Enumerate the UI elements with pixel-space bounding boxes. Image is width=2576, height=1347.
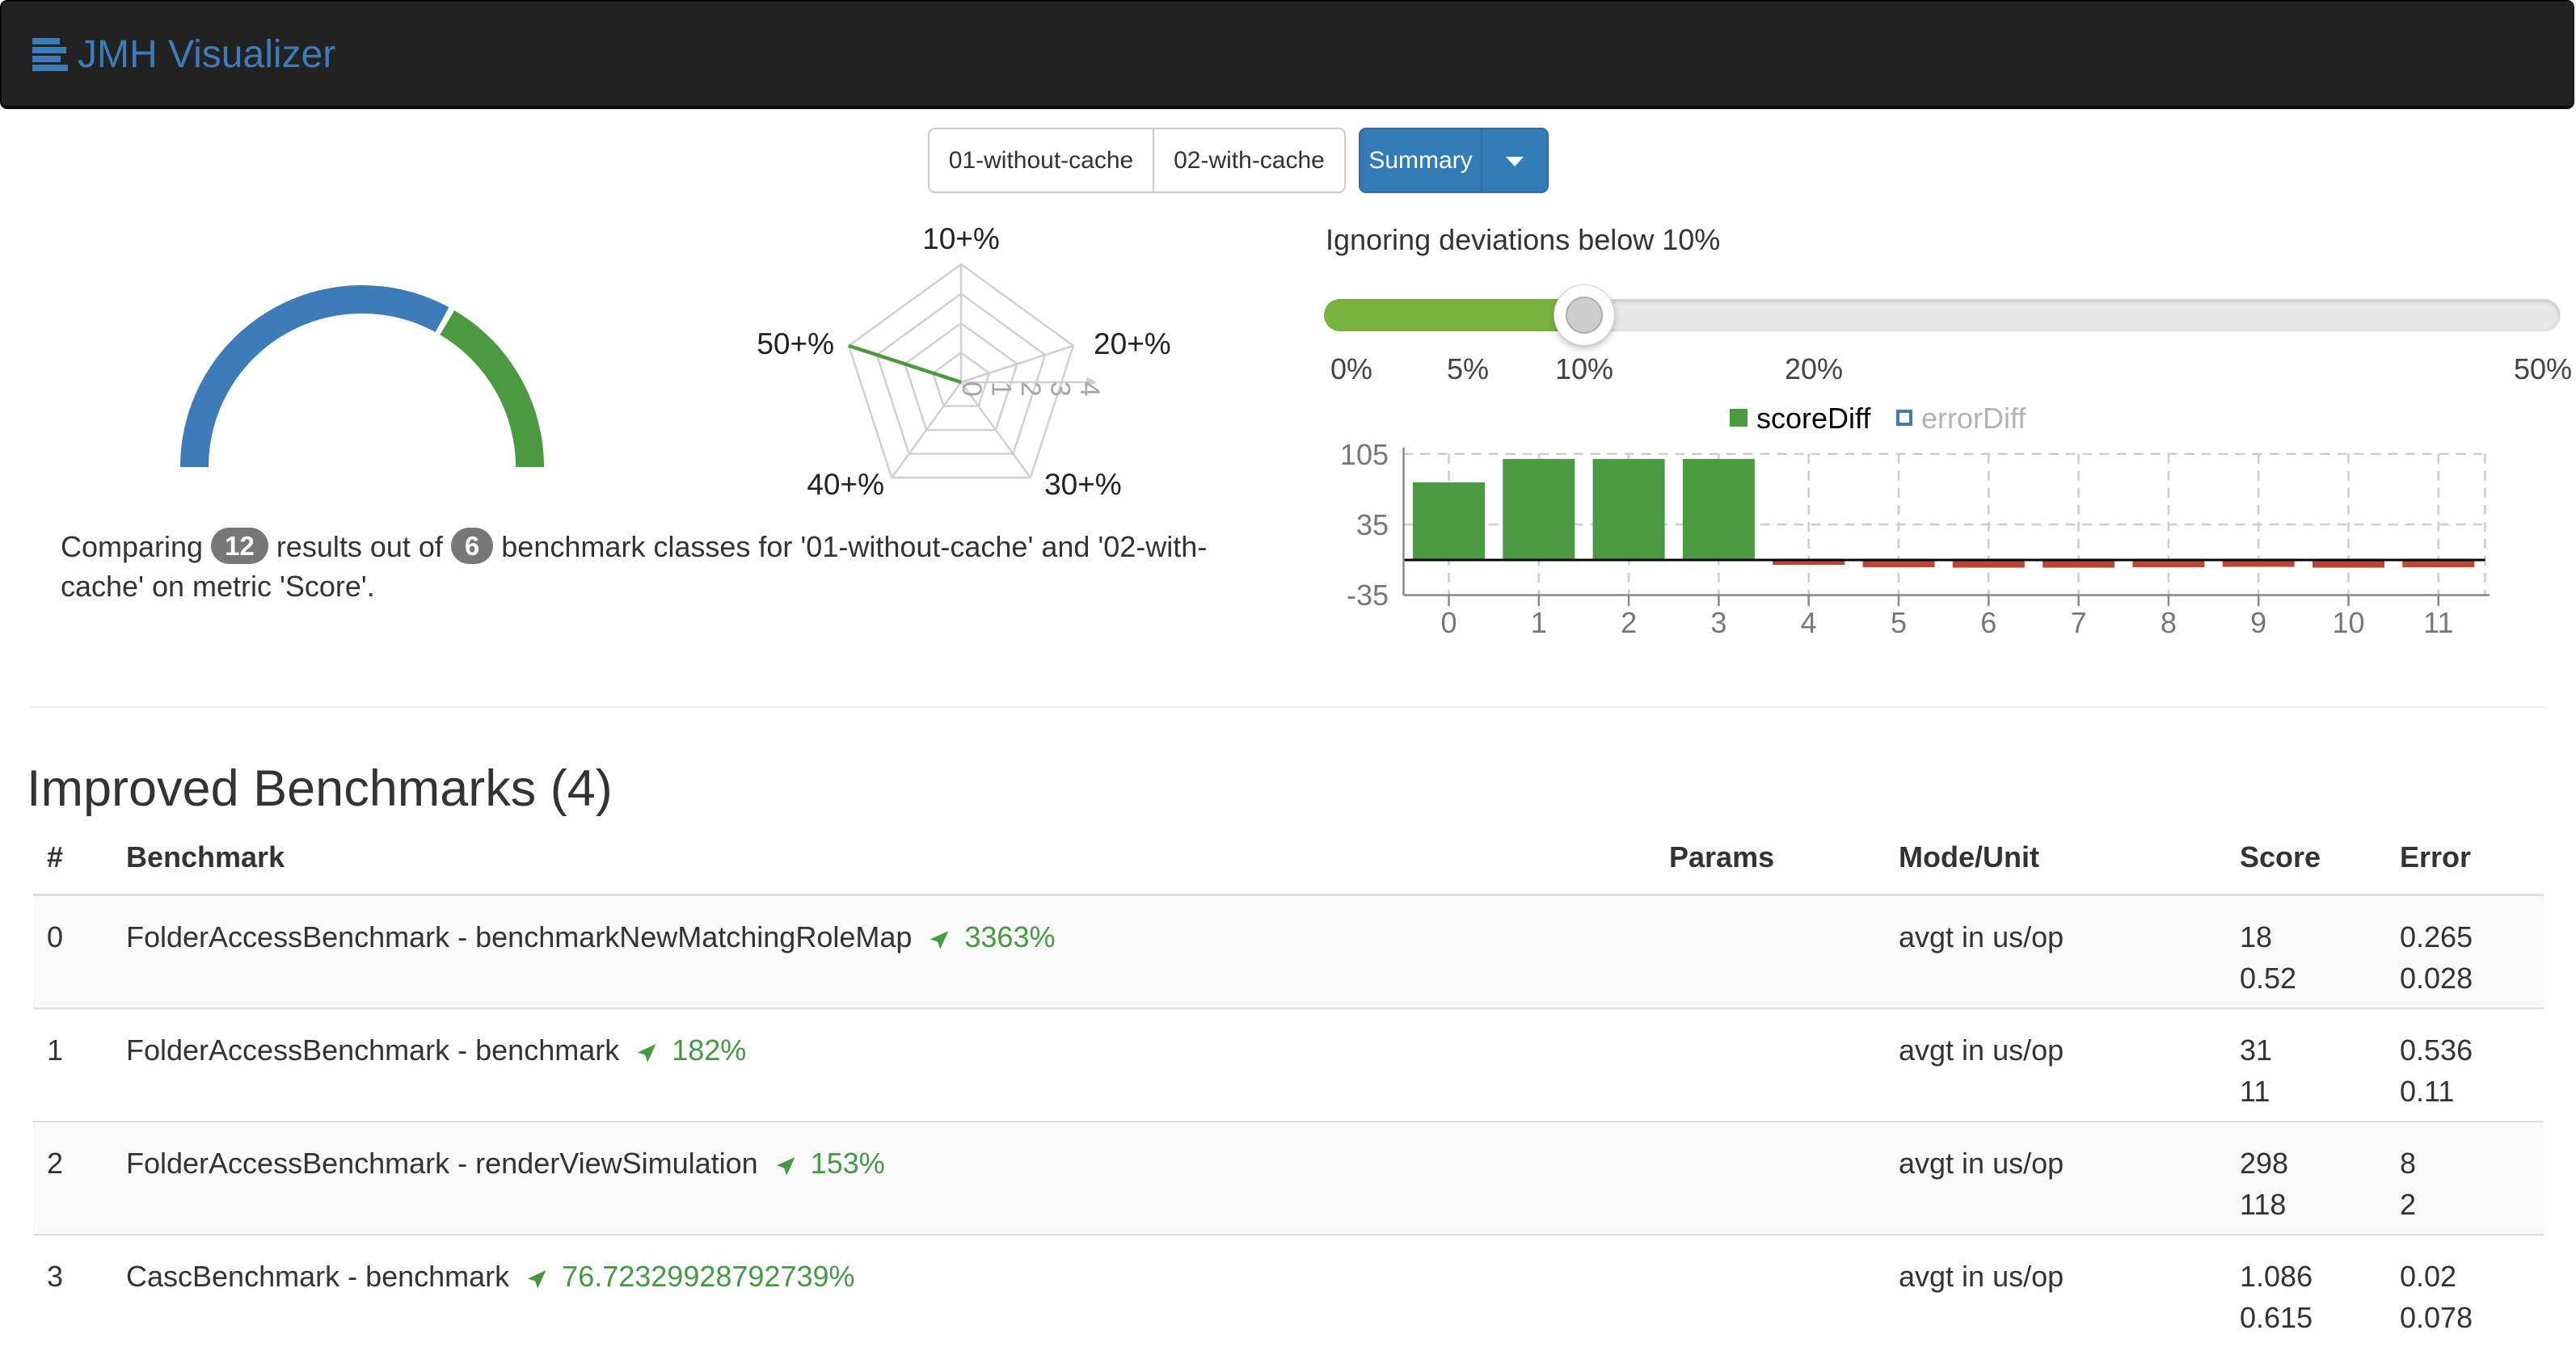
svg-text:10: 10 xyxy=(2332,606,2364,639)
svg-text:30+%: 30+% xyxy=(1044,468,1122,501)
svg-text:2: 2 xyxy=(1015,381,1046,397)
svg-text:1: 1 xyxy=(1531,606,1547,639)
svg-text:40+%: 40+% xyxy=(807,468,884,501)
svg-text:20+%: 20+% xyxy=(1094,327,1171,360)
svg-text:8: 8 xyxy=(2161,606,2177,639)
svg-text:5: 5 xyxy=(1891,606,1907,639)
svg-text:0: 0 xyxy=(1440,606,1457,639)
svg-text:11: 11 xyxy=(2423,606,2453,639)
svg-text:3: 3 xyxy=(1045,381,1076,397)
svg-text:3: 3 xyxy=(1710,606,1726,639)
svg-text:10+%: 10+% xyxy=(922,222,1000,255)
svg-text:35: 35 xyxy=(1356,508,1389,541)
svg-text:1: 1 xyxy=(986,381,1017,397)
svg-text:7: 7 xyxy=(2071,606,2087,639)
svg-text:105: 105 xyxy=(1340,438,1389,471)
svg-text:9: 9 xyxy=(2250,606,2266,639)
svg-text:0: 0 xyxy=(956,381,987,397)
svg-text:2: 2 xyxy=(1621,606,1637,639)
svg-text:50+%: 50+% xyxy=(757,327,834,360)
svg-text:6: 6 xyxy=(1980,606,1996,639)
svg-text:4: 4 xyxy=(1801,606,1817,639)
svg-text:4: 4 xyxy=(1074,381,1105,397)
svg-text:-35: -35 xyxy=(1347,579,1389,612)
